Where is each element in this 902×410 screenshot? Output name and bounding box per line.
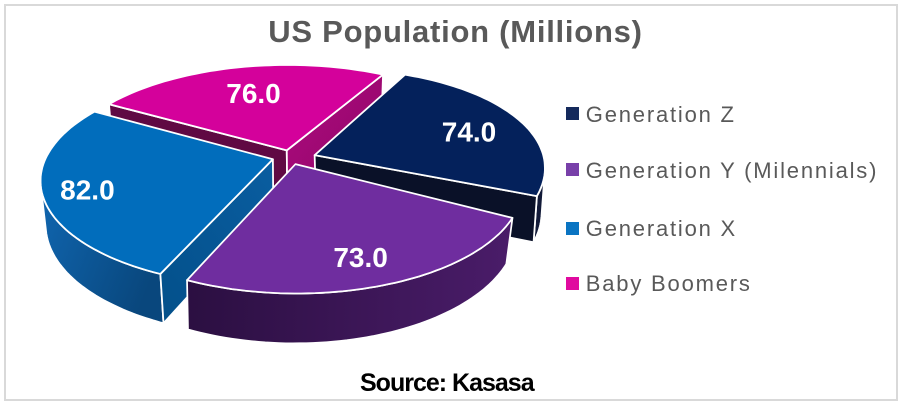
- svg-text:73.0: 73.0: [333, 242, 388, 273]
- svg-text:76.0: 76.0: [226, 78, 281, 109]
- svg-text:82.0: 82.0: [60, 175, 115, 206]
- svg-text:74.0: 74.0: [442, 117, 497, 148]
